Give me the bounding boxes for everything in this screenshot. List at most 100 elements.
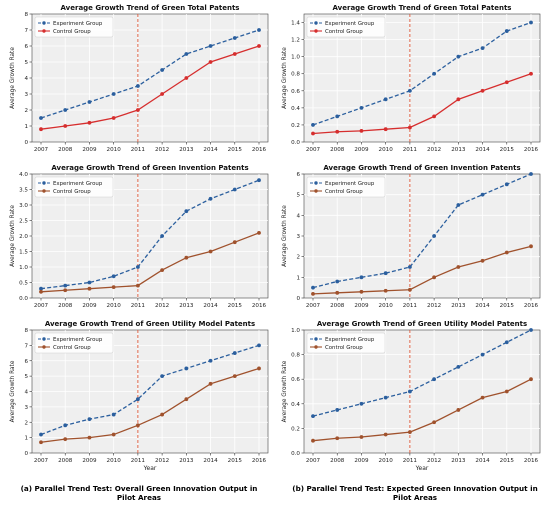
y-tick-label: 0 bbox=[24, 451, 28, 457]
data-point-control bbox=[456, 265, 461, 269]
data-point-control bbox=[335, 290, 340, 295]
series-line-experiment bbox=[40, 29, 260, 119]
data-point-experiment bbox=[232, 351, 237, 355]
y-tick-label: 5 bbox=[296, 193, 300, 199]
y-tick-label: 6 bbox=[24, 359, 28, 365]
y-tick-label: 0.2 bbox=[291, 123, 300, 129]
x-tick-label: 2012 bbox=[155, 458, 169, 464]
series-line-experiment bbox=[40, 344, 260, 436]
y-tick-label: 0.0 bbox=[291, 140, 300, 146]
series-line-control bbox=[312, 245, 532, 295]
x-tick-label: 2007 bbox=[306, 303, 321, 309]
x-tick-label: 2012 bbox=[155, 303, 169, 309]
data-point-control bbox=[257, 366, 261, 371]
data-point-control bbox=[184, 255, 189, 260]
x-tick-label: 2012 bbox=[427, 303, 441, 309]
legend-label: Control Group bbox=[325, 29, 363, 35]
y-tick-label: 0.4 bbox=[291, 402, 300, 408]
x-tick-label: 2016 bbox=[524, 458, 539, 464]
chart-title: Average Growth Trend of Green Utility Mo… bbox=[45, 320, 255, 328]
x-tick-label: 2016 bbox=[252, 458, 267, 464]
data-point-experiment bbox=[184, 366, 189, 371]
data-point-experiment bbox=[135, 397, 140, 402]
y-tick-label: 4 bbox=[296, 213, 300, 219]
y-axis-label: Average Growth Rate bbox=[282, 47, 288, 109]
data-point-control bbox=[160, 92, 165, 96]
x-tick-label: 2015 bbox=[228, 147, 243, 153]
x-tick-label: 2009 bbox=[82, 147, 97, 153]
data-point-experiment bbox=[87, 280, 92, 285]
legend-box bbox=[34, 332, 114, 354]
x-axis-label: Year bbox=[143, 465, 157, 472]
x-tick-label: 2008 bbox=[58, 147, 73, 153]
y-tick-label: 3.5 bbox=[19, 188, 28, 194]
chart-panel-2: 0.0 0.2 0.4 0.6 0.8 1.0 1.2 1.4 2007 2008 2009 2010… bbox=[282, 4, 541, 153]
data-point-experiment bbox=[480, 352, 485, 357]
x-tick-label: 2011 bbox=[403, 147, 418, 153]
y-tick-label: 6 bbox=[24, 44, 28, 50]
data-point-experiment bbox=[383, 395, 388, 400]
data-point-control bbox=[311, 131, 315, 136]
data-point-control bbox=[432, 275, 437, 280]
y-tick-label: 2 bbox=[296, 255, 300, 261]
legend-label: Control Group bbox=[325, 189, 363, 195]
y-tick-label: 1 bbox=[24, 124, 28, 130]
legend-swatch-marker bbox=[42, 29, 46, 33]
y-tick-label: 0.0 bbox=[291, 451, 300, 457]
data-point-experiment bbox=[87, 100, 92, 104]
data-point-experiment bbox=[63, 423, 68, 428]
x-tick-label: 2008 bbox=[330, 147, 345, 153]
y-tick-label: 8 bbox=[24, 328, 28, 334]
legend-swatch-marker bbox=[314, 337, 318, 341]
legend-box bbox=[34, 16, 114, 38]
y-tick-label: 1.0 bbox=[19, 265, 28, 271]
legend-swatch-marker bbox=[314, 29, 318, 33]
data-point-experiment bbox=[335, 114, 340, 119]
x-tick-label: 2010 bbox=[379, 458, 394, 464]
y-tick-label: 1.4 bbox=[291, 21, 300, 27]
y-tick-label: 3 bbox=[296, 234, 300, 240]
chart-title: Average Growth Trend of Green Invention … bbox=[51, 164, 248, 172]
series-line-control bbox=[40, 232, 260, 293]
legend-swatch-marker bbox=[42, 181, 46, 185]
legend-swatch-marker bbox=[42, 337, 46, 341]
data-point-experiment bbox=[480, 192, 485, 197]
x-tick-label: 2009 bbox=[354, 147, 369, 153]
y-tick-label: 3 bbox=[24, 92, 28, 98]
legend-label: Control Group bbox=[325, 345, 363, 351]
data-point-experiment bbox=[232, 36, 237, 40]
data-point-control bbox=[232, 374, 237, 379]
data-point-experiment bbox=[456, 365, 461, 369]
x-tick-label: 2015 bbox=[500, 303, 515, 309]
x-tick-label: 2007 bbox=[306, 458, 321, 464]
x-tick-label: 2013 bbox=[179, 147, 194, 153]
data-point-control bbox=[359, 289, 364, 294]
data-point-control bbox=[407, 287, 412, 292]
data-point-experiment bbox=[383, 271, 388, 276]
data-point-experiment bbox=[160, 234, 165, 238]
caption-b: (b) Parallel Trend Test: Expected Green … bbox=[292, 484, 538, 502]
data-point-control bbox=[335, 129, 340, 134]
x-tick-label: 2010 bbox=[107, 458, 122, 464]
data-point-experiment bbox=[208, 358, 213, 363]
data-point-control bbox=[232, 240, 237, 245]
x-tick-label: 2014 bbox=[203, 147, 218, 153]
data-point-experiment bbox=[359, 275, 364, 280]
y-axis-label: Average Growth Rate bbox=[10, 205, 16, 267]
data-point-experiment bbox=[232, 187, 237, 192]
data-point-control bbox=[111, 432, 116, 437]
x-tick-label: 2008 bbox=[330, 458, 345, 464]
y-tick-label: 5 bbox=[24, 374, 28, 380]
data-point-experiment bbox=[135, 265, 140, 269]
data-point-experiment bbox=[257, 343, 261, 348]
data-point-experiment bbox=[504, 29, 509, 33]
data-point-control bbox=[456, 97, 461, 102]
data-point-control bbox=[257, 231, 261, 235]
data-point-control bbox=[504, 389, 509, 394]
x-tick-label: 2016 bbox=[524, 147, 539, 153]
data-point-experiment bbox=[407, 265, 412, 269]
data-point-experiment bbox=[456, 54, 461, 59]
x-tick-label: 2016 bbox=[252, 147, 267, 153]
y-tick-label: 0.8 bbox=[291, 353, 300, 359]
y-tick-label: 1.0 bbox=[291, 55, 300, 61]
